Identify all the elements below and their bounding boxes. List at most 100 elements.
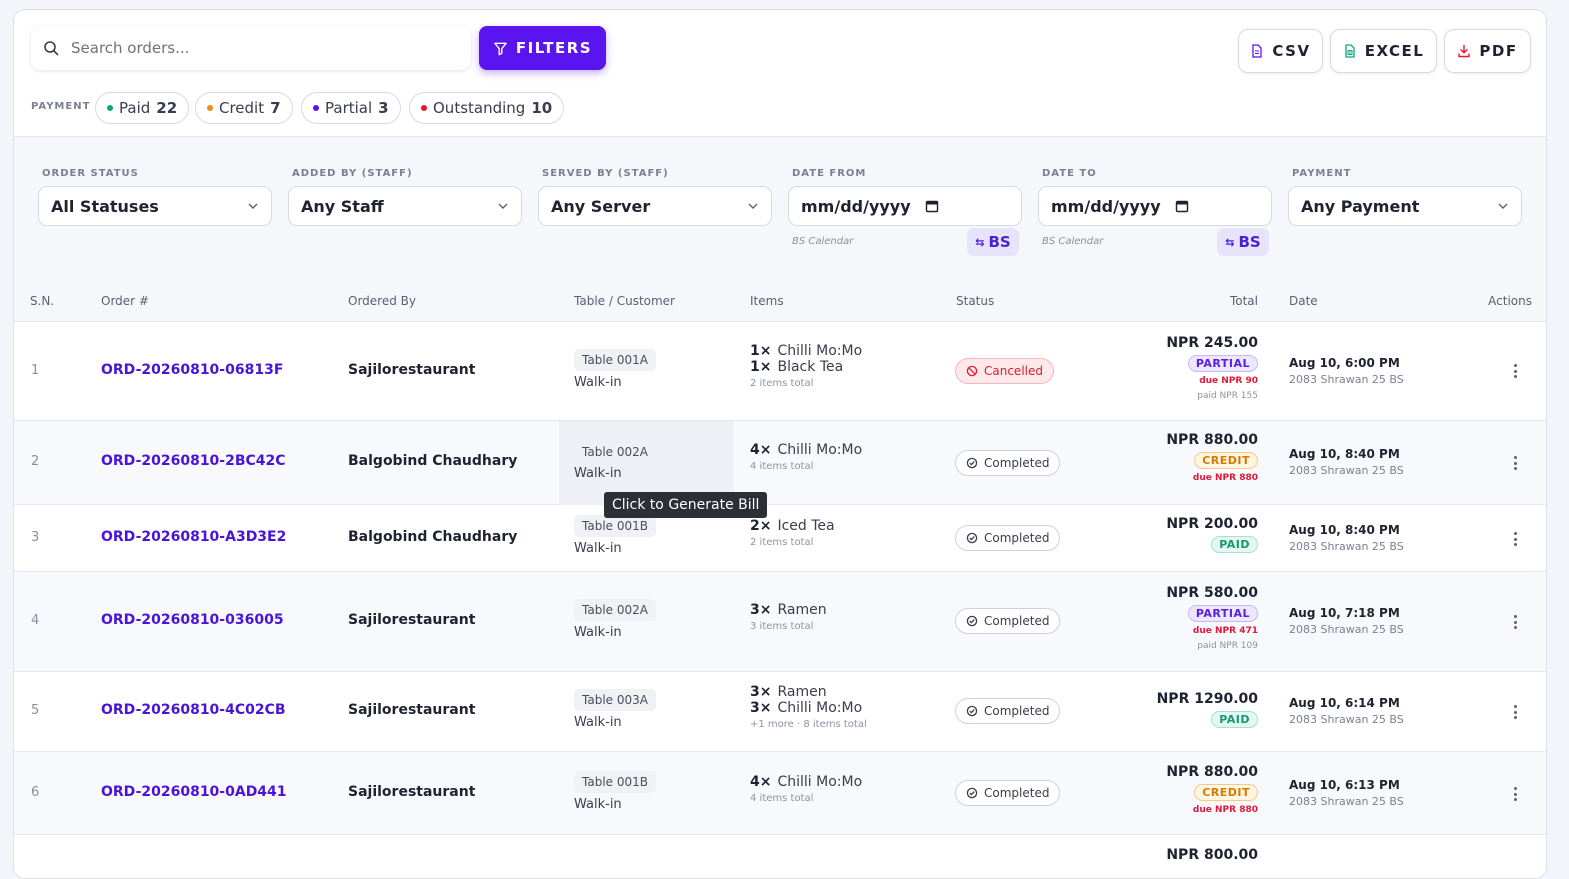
dot-icon: [313, 105, 319, 111]
payment-filter-label: PAYMENT: [1292, 168, 1352, 179]
table-row[interactable]: 4 ORD-20260810-036005 Sajilorestaurant T…: [14, 572, 1546, 672]
search-input[interactable]: [71, 39, 451, 57]
export-csv-button[interactable]: CSV: [1238, 29, 1323, 73]
bs-toggle-label: BS: [988, 233, 1011, 251]
more-vertical-icon[interactable]: [1508, 530, 1522, 548]
dot-icon: [421, 105, 427, 111]
item-qty: 1×: [750, 359, 772, 375]
items-cell: 4× Chilli Mo:Mo 4 items total: [750, 442, 862, 472]
due-amount: due NPR 880: [1192, 473, 1258, 483]
more-vertical-icon[interactable]: [1508, 703, 1522, 721]
export-excel-button[interactable]: EXCEL: [1330, 29, 1437, 73]
download-icon: [1458, 44, 1471, 58]
table-row[interactable]: 2 ORD-20260810-2BC42C Balgobind Chaudhar…: [14, 421, 1546, 505]
items-total: 4 items total: [750, 461, 814, 472]
status-label: Completed: [984, 531, 1050, 545]
table-customer-cell[interactable]: Table 001B Walk-in: [559, 505, 734, 572]
item-name: Chilli Mo:Mo: [777, 343, 863, 359]
item-name: Chilli Mo:Mo: [777, 442, 863, 458]
total-amount: NPR 245.00: [1166, 335, 1258, 351]
chip-paid[interactable]: Paid 22: [95, 92, 190, 124]
payment-select[interactable]: Any Payment: [1288, 186, 1522, 226]
date-ad: Aug 10, 6:13 PM: [1289, 778, 1400, 792]
chip-outstanding[interactable]: Outstanding 10: [409, 92, 565, 124]
added-by-select[interactable]: Any Staff: [288, 186, 522, 226]
order-link[interactable]: ORD-20260810-4C02CB: [101, 702, 286, 718]
served-by-value: Any Server: [551, 196, 651, 216]
export-pdf-button[interactable]: PDF: [1444, 29, 1531, 73]
chip-count: 3: [378, 99, 389, 117]
order-link[interactable]: ORD-20260810-A3D3E2: [101, 529, 287, 545]
customer-label: Walk-in: [574, 375, 622, 390]
more-vertical-icon[interactable]: [1508, 362, 1522, 380]
date-bs: 2083 Shrawan 25 BS: [1289, 464, 1404, 477]
items-total: 4 items total: [750, 793, 814, 804]
table-customer-cell[interactable]: Table 002A Walk-in: [559, 421, 734, 505]
table-row[interactable]: 1 ORD-20260810-06813F Sajilorestaurant T…: [14, 322, 1546, 421]
items-total: 2 items total: [750, 537, 814, 548]
chip-label: Credit: [219, 99, 265, 117]
chip-partial[interactable]: Partial 3: [301, 92, 401, 124]
table-customer-cell[interactable]: Table 003A Walk-in: [559, 672, 734, 752]
items-cell: 1× Chilli Mo:Mo 1× Black Tea 2 items total: [750, 343, 862, 389]
due-amount: due NPR 471: [1192, 626, 1258, 636]
status-badge: Completed: [955, 780, 1061, 806]
items-cell: 2× Iced Tea 2 items total: [750, 518, 835, 548]
search-box[interactable]: [31, 26, 471, 70]
chip-credit[interactable]: Credit 7: [195, 92, 293, 124]
chevron-down-icon: [1498, 203, 1508, 209]
excel-label: EXCEL: [1364, 42, 1425, 60]
order-link[interactable]: ORD-20260810-2BC42C: [101, 453, 286, 469]
added-by-value: Any Staff: [301, 196, 384, 216]
order-status-select[interactable]: All Statuses: [38, 186, 272, 226]
col-sn: S.N.: [30, 294, 55, 308]
date-from-input[interactable]: mm/dd/yyyy: [788, 186, 1022, 226]
pdf-label: PDF: [1479, 42, 1518, 60]
date-from-bs-toggle[interactable]: ⇆ BS: [967, 228, 1019, 256]
total-amount: NPR 580.00: [1166, 585, 1258, 601]
served-by-select[interactable]: Any Server: [538, 186, 772, 226]
date-to-input[interactable]: mm/dd/yyyy: [1038, 186, 1272, 226]
table-row[interactable]: 5 ORD-20260810-4C02CB Sajilorestaurant T…: [14, 672, 1546, 752]
item-qty: 4×: [750, 442, 772, 458]
order-link[interactable]: ORD-20260810-0AD441: [101, 784, 287, 800]
item-qty: 3×: [750, 700, 772, 716]
table-header: S.N. Order # Ordered By Table / Customer…: [14, 280, 1546, 322]
filters-label: FILTERS: [515, 39, 593, 57]
item-name: Ramen: [777, 602, 827, 618]
chip-count: 10: [531, 99, 553, 117]
total-amount: NPR 880.00: [1166, 432, 1258, 448]
calendar-icon[interactable]: [1175, 199, 1189, 213]
filter-panel: ORDER STATUS All Statuses ADDED BY (STAF…: [14, 136, 1546, 280]
added-by-label: ADDED BY (STAFF): [292, 168, 413, 179]
order-link[interactable]: ORD-20260810-036005: [101, 612, 284, 628]
table-row[interactable]: NPR 800.00: [14, 835, 1546, 878]
status-badge: Cancelled: [955, 358, 1054, 384]
table-chip: Table 003A: [574, 689, 656, 711]
date-cell: Aug 10, 6:13 PM 2083 Shrawan 25 BS: [1289, 778, 1404, 808]
order-link[interactable]: ORD-20260810-06813F: [101, 362, 284, 378]
more-vertical-icon[interactable]: [1508, 613, 1522, 631]
table-chip: Table 001A: [574, 349, 656, 371]
check-circle-icon: [966, 787, 978, 799]
table-customer-cell[interactable]: Table 002A Walk-in: [559, 572, 734, 672]
status-badge: Completed: [955, 698, 1061, 724]
status-label: Completed: [984, 786, 1050, 800]
date-from-value: mm/dd/yyyy: [801, 196, 911, 216]
more-vertical-icon[interactable]: [1508, 785, 1522, 803]
item-line: 3× Chilli Mo:Mo: [750, 700, 867, 716]
payment-badge: PARTIAL: [1187, 355, 1258, 372]
item-name: Chilli Mo:Mo: [777, 700, 863, 716]
total-amount: NPR 800.00: [1166, 847, 1258, 863]
calendar-icon[interactable]: [925, 199, 939, 213]
customer-label: Walk-in: [574, 466, 622, 481]
total-amount: NPR 880.00: [1166, 764, 1258, 780]
table-row[interactable]: 6 ORD-20260810-0AD441 Sajilorestaurant T…: [14, 752, 1546, 835]
date-to-bs-toggle[interactable]: ⇆ BS: [1217, 228, 1269, 256]
table-customer-cell[interactable]: Table 001A Walk-in: [559, 322, 734, 421]
table-row[interactable]: 3 ORD-20260810-A3D3E2 Balgobind Chaudhar…: [14, 505, 1546, 572]
more-vertical-icon[interactable]: [1508, 454, 1522, 472]
table-customer-cell[interactable]: Table 001B Walk-in: [559, 752, 734, 835]
chevron-down-icon: [248, 203, 258, 209]
filters-button[interactable]: FILTERS: [479, 26, 606, 70]
